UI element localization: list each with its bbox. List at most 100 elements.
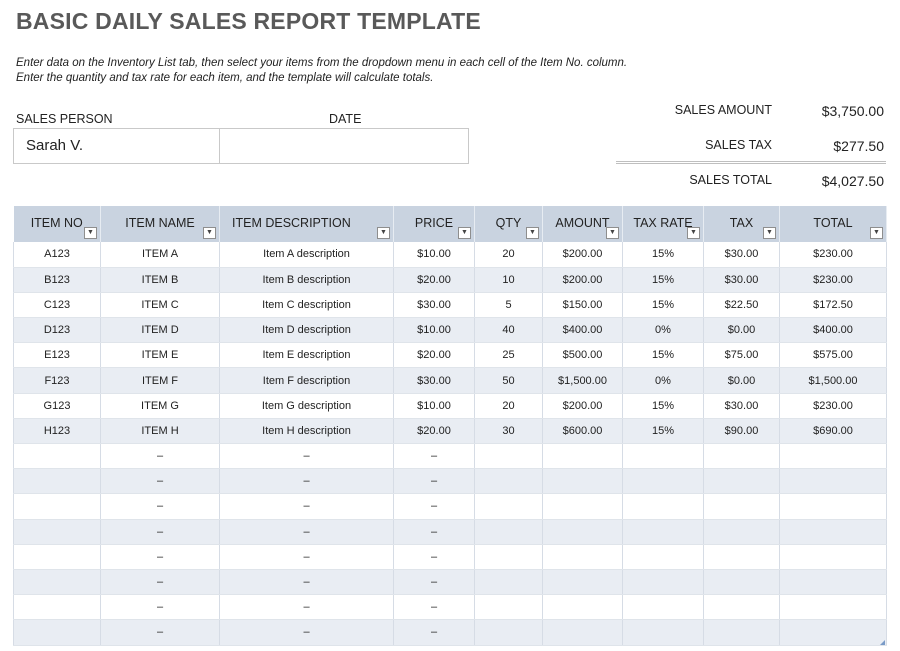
- cell-amount[interactable]: [542, 443, 623, 470]
- cell-item-no[interactable]: [13, 569, 101, 596]
- cell-total[interactable]: [779, 619, 887, 646]
- cell-item-description[interactable]: Item H description: [219, 418, 394, 445]
- cell-tax[interactable]: $22.50: [703, 292, 780, 319]
- cell-tax[interactable]: $0.00: [703, 367, 780, 394]
- cell-tax-rate[interactable]: [622, 443, 704, 470]
- cell-tax[interactable]: [703, 544, 780, 570]
- cell-amount[interactable]: [542, 493, 623, 520]
- cell-item-name[interactable]: –: [100, 619, 220, 646]
- cell-item-description[interactable]: Item E description: [219, 342, 394, 369]
- cell-price[interactable]: –: [393, 493, 475, 520]
- cell-item-no[interactable]: E123: [13, 342, 101, 369]
- cell-amount[interactable]: $400.00: [542, 317, 623, 344]
- cell-item-no[interactable]: [13, 619, 101, 646]
- cell-item-no[interactable]: [13, 443, 101, 470]
- cell-tax[interactable]: [703, 594, 780, 621]
- cell-price[interactable]: $20.00: [393, 418, 475, 445]
- cell-total[interactable]: $230.00: [779, 242, 887, 268]
- cell-item-name[interactable]: ITEM H: [100, 418, 220, 445]
- cell-tax-rate[interactable]: [622, 468, 704, 495]
- cell-item-no[interactable]: [13, 544, 101, 570]
- cell-item-description[interactable]: –: [219, 569, 394, 596]
- cell-qty[interactable]: [474, 619, 543, 646]
- cell-item-description[interactable]: Item G description: [219, 393, 394, 419]
- cell-item-name[interactable]: ITEM B: [100, 267, 220, 293]
- cell-amount[interactable]: $200.00: [542, 393, 623, 419]
- cell-qty[interactable]: [474, 468, 543, 495]
- table-resize-handle[interactable]: [880, 640, 885, 645]
- cell-qty[interactable]: [474, 569, 543, 596]
- cell-item-description[interactable]: –: [219, 443, 394, 470]
- cell-item-no[interactable]: B123: [13, 267, 101, 293]
- cell-amount[interactable]: [542, 544, 623, 570]
- cell-item-description[interactable]: –: [219, 544, 394, 570]
- cell-price[interactable]: –: [393, 443, 475, 470]
- cell-qty[interactable]: [474, 493, 543, 520]
- cell-item-description[interactable]: Item B description: [219, 267, 394, 293]
- cell-total[interactable]: $400.00: [779, 317, 887, 344]
- cell-tax-rate[interactable]: [622, 569, 704, 596]
- cell-qty[interactable]: [474, 519, 543, 545]
- cell-total[interactable]: [779, 519, 887, 545]
- cell-item-description[interactable]: –: [219, 619, 394, 646]
- cell-tax[interactable]: [703, 519, 780, 545]
- cell-total[interactable]: [779, 569, 887, 596]
- cell-item-name[interactable]: –: [100, 493, 220, 520]
- cell-tax[interactable]: [703, 443, 780, 470]
- cell-price[interactable]: $30.00: [393, 367, 475, 394]
- cell-total[interactable]: $575.00: [779, 342, 887, 369]
- filter-dropdown-icon[interactable]: ▼: [606, 227, 619, 239]
- cell-tax-rate[interactable]: 15%: [622, 342, 704, 369]
- cell-qty[interactable]: 50: [474, 367, 543, 394]
- cell-price[interactable]: $20.00: [393, 267, 475, 293]
- cell-item-name[interactable]: –: [100, 468, 220, 495]
- cell-total[interactable]: [779, 493, 887, 520]
- cell-price[interactable]: –: [393, 468, 475, 495]
- cell-item-no[interactable]: D123: [13, 317, 101, 344]
- cell-tax[interactable]: $30.00: [703, 267, 780, 293]
- cell-item-name[interactable]: ITEM F: [100, 367, 220, 394]
- cell-total[interactable]: [779, 544, 887, 570]
- filter-dropdown-icon[interactable]: ▼: [687, 227, 700, 239]
- cell-item-name[interactable]: –: [100, 569, 220, 596]
- cell-item-description[interactable]: –: [219, 468, 394, 495]
- cell-tax-rate[interactable]: [622, 544, 704, 570]
- filter-dropdown-icon[interactable]: ▼: [84, 227, 97, 239]
- cell-price[interactable]: $30.00: [393, 292, 475, 319]
- cell-item-no[interactable]: H123: [13, 418, 101, 445]
- cell-item-description[interactable]: Item C description: [219, 292, 394, 319]
- cell-total[interactable]: [779, 443, 887, 470]
- cell-tax[interactable]: [703, 468, 780, 495]
- cell-tax-rate[interactable]: 15%: [622, 242, 704, 268]
- cell-amount[interactable]: [542, 519, 623, 545]
- filter-dropdown-icon[interactable]: ▼: [870, 227, 883, 239]
- cell-tax[interactable]: $75.00: [703, 342, 780, 369]
- cell-price[interactable]: $20.00: [393, 342, 475, 369]
- cell-qty[interactable]: [474, 443, 543, 470]
- cell-item-no[interactable]: [13, 468, 101, 495]
- cell-total[interactable]: $1,500.00: [779, 367, 887, 394]
- cell-item-name[interactable]: ITEM A: [100, 242, 220, 268]
- cell-item-name[interactable]: ITEM E: [100, 342, 220, 369]
- cell-total[interactable]: $172.50: [779, 292, 887, 319]
- cell-item-description[interactable]: –: [219, 594, 394, 621]
- cell-item-description[interactable]: Item D description: [219, 317, 394, 344]
- cell-total[interactable]: $690.00: [779, 418, 887, 445]
- cell-total[interactable]: [779, 468, 887, 495]
- cell-amount[interactable]: $1,500.00: [542, 367, 623, 394]
- cell-amount[interactable]: $600.00: [542, 418, 623, 445]
- cell-item-no[interactable]: A123: [13, 242, 101, 268]
- cell-item-description[interactable]: Item A description: [219, 242, 394, 268]
- cell-price[interactable]: –: [393, 544, 475, 570]
- cell-tax-rate[interactable]: 0%: [622, 367, 704, 394]
- cell-item-no[interactable]: [13, 594, 101, 621]
- filter-dropdown-icon[interactable]: ▼: [526, 227, 539, 239]
- cell-tax-rate[interactable]: [622, 594, 704, 621]
- cell-total[interactable]: [779, 594, 887, 621]
- cell-item-name[interactable]: –: [100, 594, 220, 621]
- sales-person-field[interactable]: Sarah V.: [13, 128, 220, 164]
- cell-tax[interactable]: $30.00: [703, 242, 780, 268]
- cell-amount[interactable]: $150.00: [542, 292, 623, 319]
- cell-item-no[interactable]: G123: [13, 393, 101, 419]
- cell-item-name[interactable]: ITEM D: [100, 317, 220, 344]
